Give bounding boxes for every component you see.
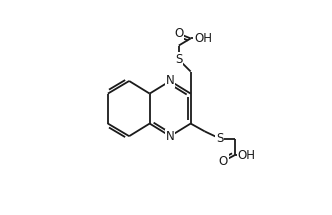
Text: S: S [216, 132, 223, 145]
Text: O: O [218, 155, 228, 168]
Text: O: O [174, 27, 184, 40]
Text: S: S [175, 53, 183, 66]
Text: N: N [166, 130, 175, 143]
Text: N: N [166, 74, 175, 88]
Text: OH: OH [238, 149, 256, 162]
Text: OH: OH [194, 32, 212, 45]
